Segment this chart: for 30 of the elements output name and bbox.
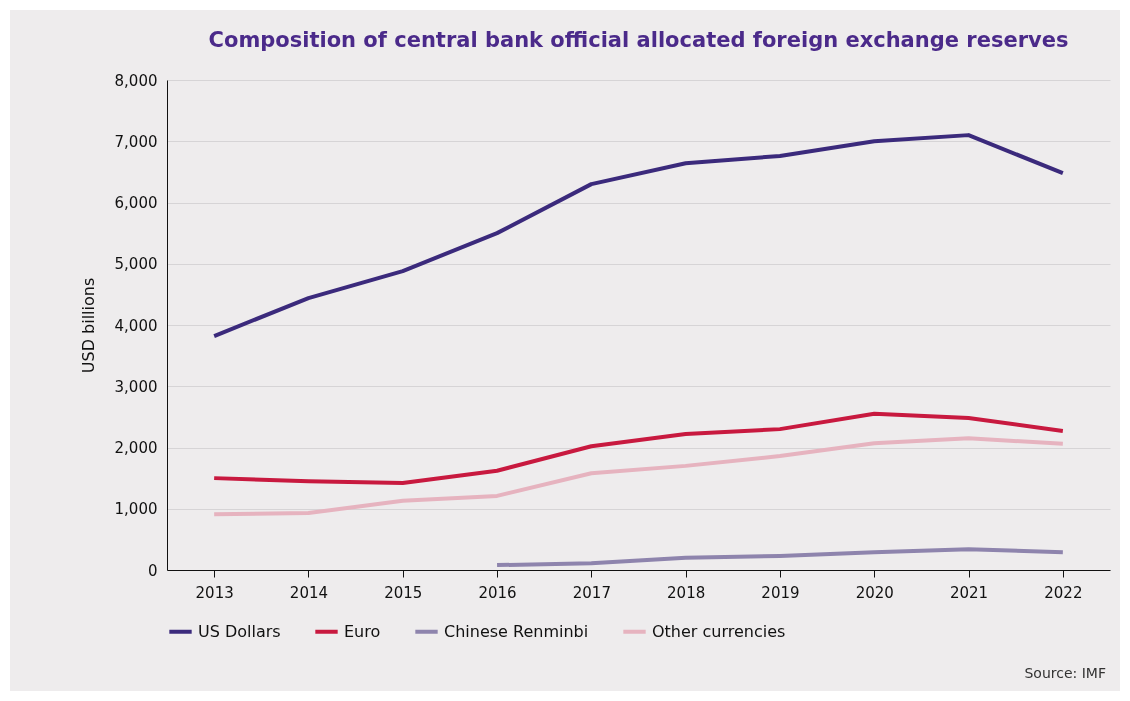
chart-title: Composition of central bank official allocated foreign exchange reserves — [208, 28, 1069, 52]
x-tick-label: 2014 — [289, 583, 329, 602]
x-tick-label: 2018 — [667, 583, 706, 602]
x-tick-label: 2017 — [572, 583, 611, 602]
x-tick-label: 2019 — [761, 583, 800, 602]
y-tick-label: 1,000 — [114, 500, 158, 519]
y-axis-title: USD billions — [78, 277, 98, 374]
x-tick-label: 2021 — [949, 583, 989, 602]
y-tick-label: 3,000 — [114, 377, 158, 396]
legend-label: US Dollars — [198, 621, 281, 641]
source-note: Source: IMF — [1024, 665, 1106, 681]
y-tick-label: 7,000 — [114, 132, 158, 151]
x-tick-label: 2013 — [195, 583, 234, 602]
x-tick-label: 2015 — [384, 583, 423, 602]
y-tick-label: 2,000 — [114, 439, 158, 457]
legend-label: Euro — [344, 621, 381, 641]
x-tick-label: 2020 — [855, 583, 894, 602]
y-tick-label: 4,000 — [114, 316, 158, 335]
y-tick-label: 0 — [147, 561, 158, 580]
y-tick-label: 6,000 — [114, 194, 158, 212]
line-series — [212, 411, 1065, 486]
y-tick-label: 8,000 — [114, 71, 158, 90]
legend-label: Other currencies — [652, 621, 786, 641]
y-tick-label: 5,000 — [114, 255, 158, 274]
legend-label: Chinese Renminbi — [444, 621, 589, 641]
line-series — [212, 133, 1065, 339]
line-series — [212, 436, 1065, 517]
x-tick-label: 2016 — [478, 583, 517, 602]
x-tick-label: 2022 — [1044, 583, 1083, 602]
line-series — [495, 547, 1065, 568]
